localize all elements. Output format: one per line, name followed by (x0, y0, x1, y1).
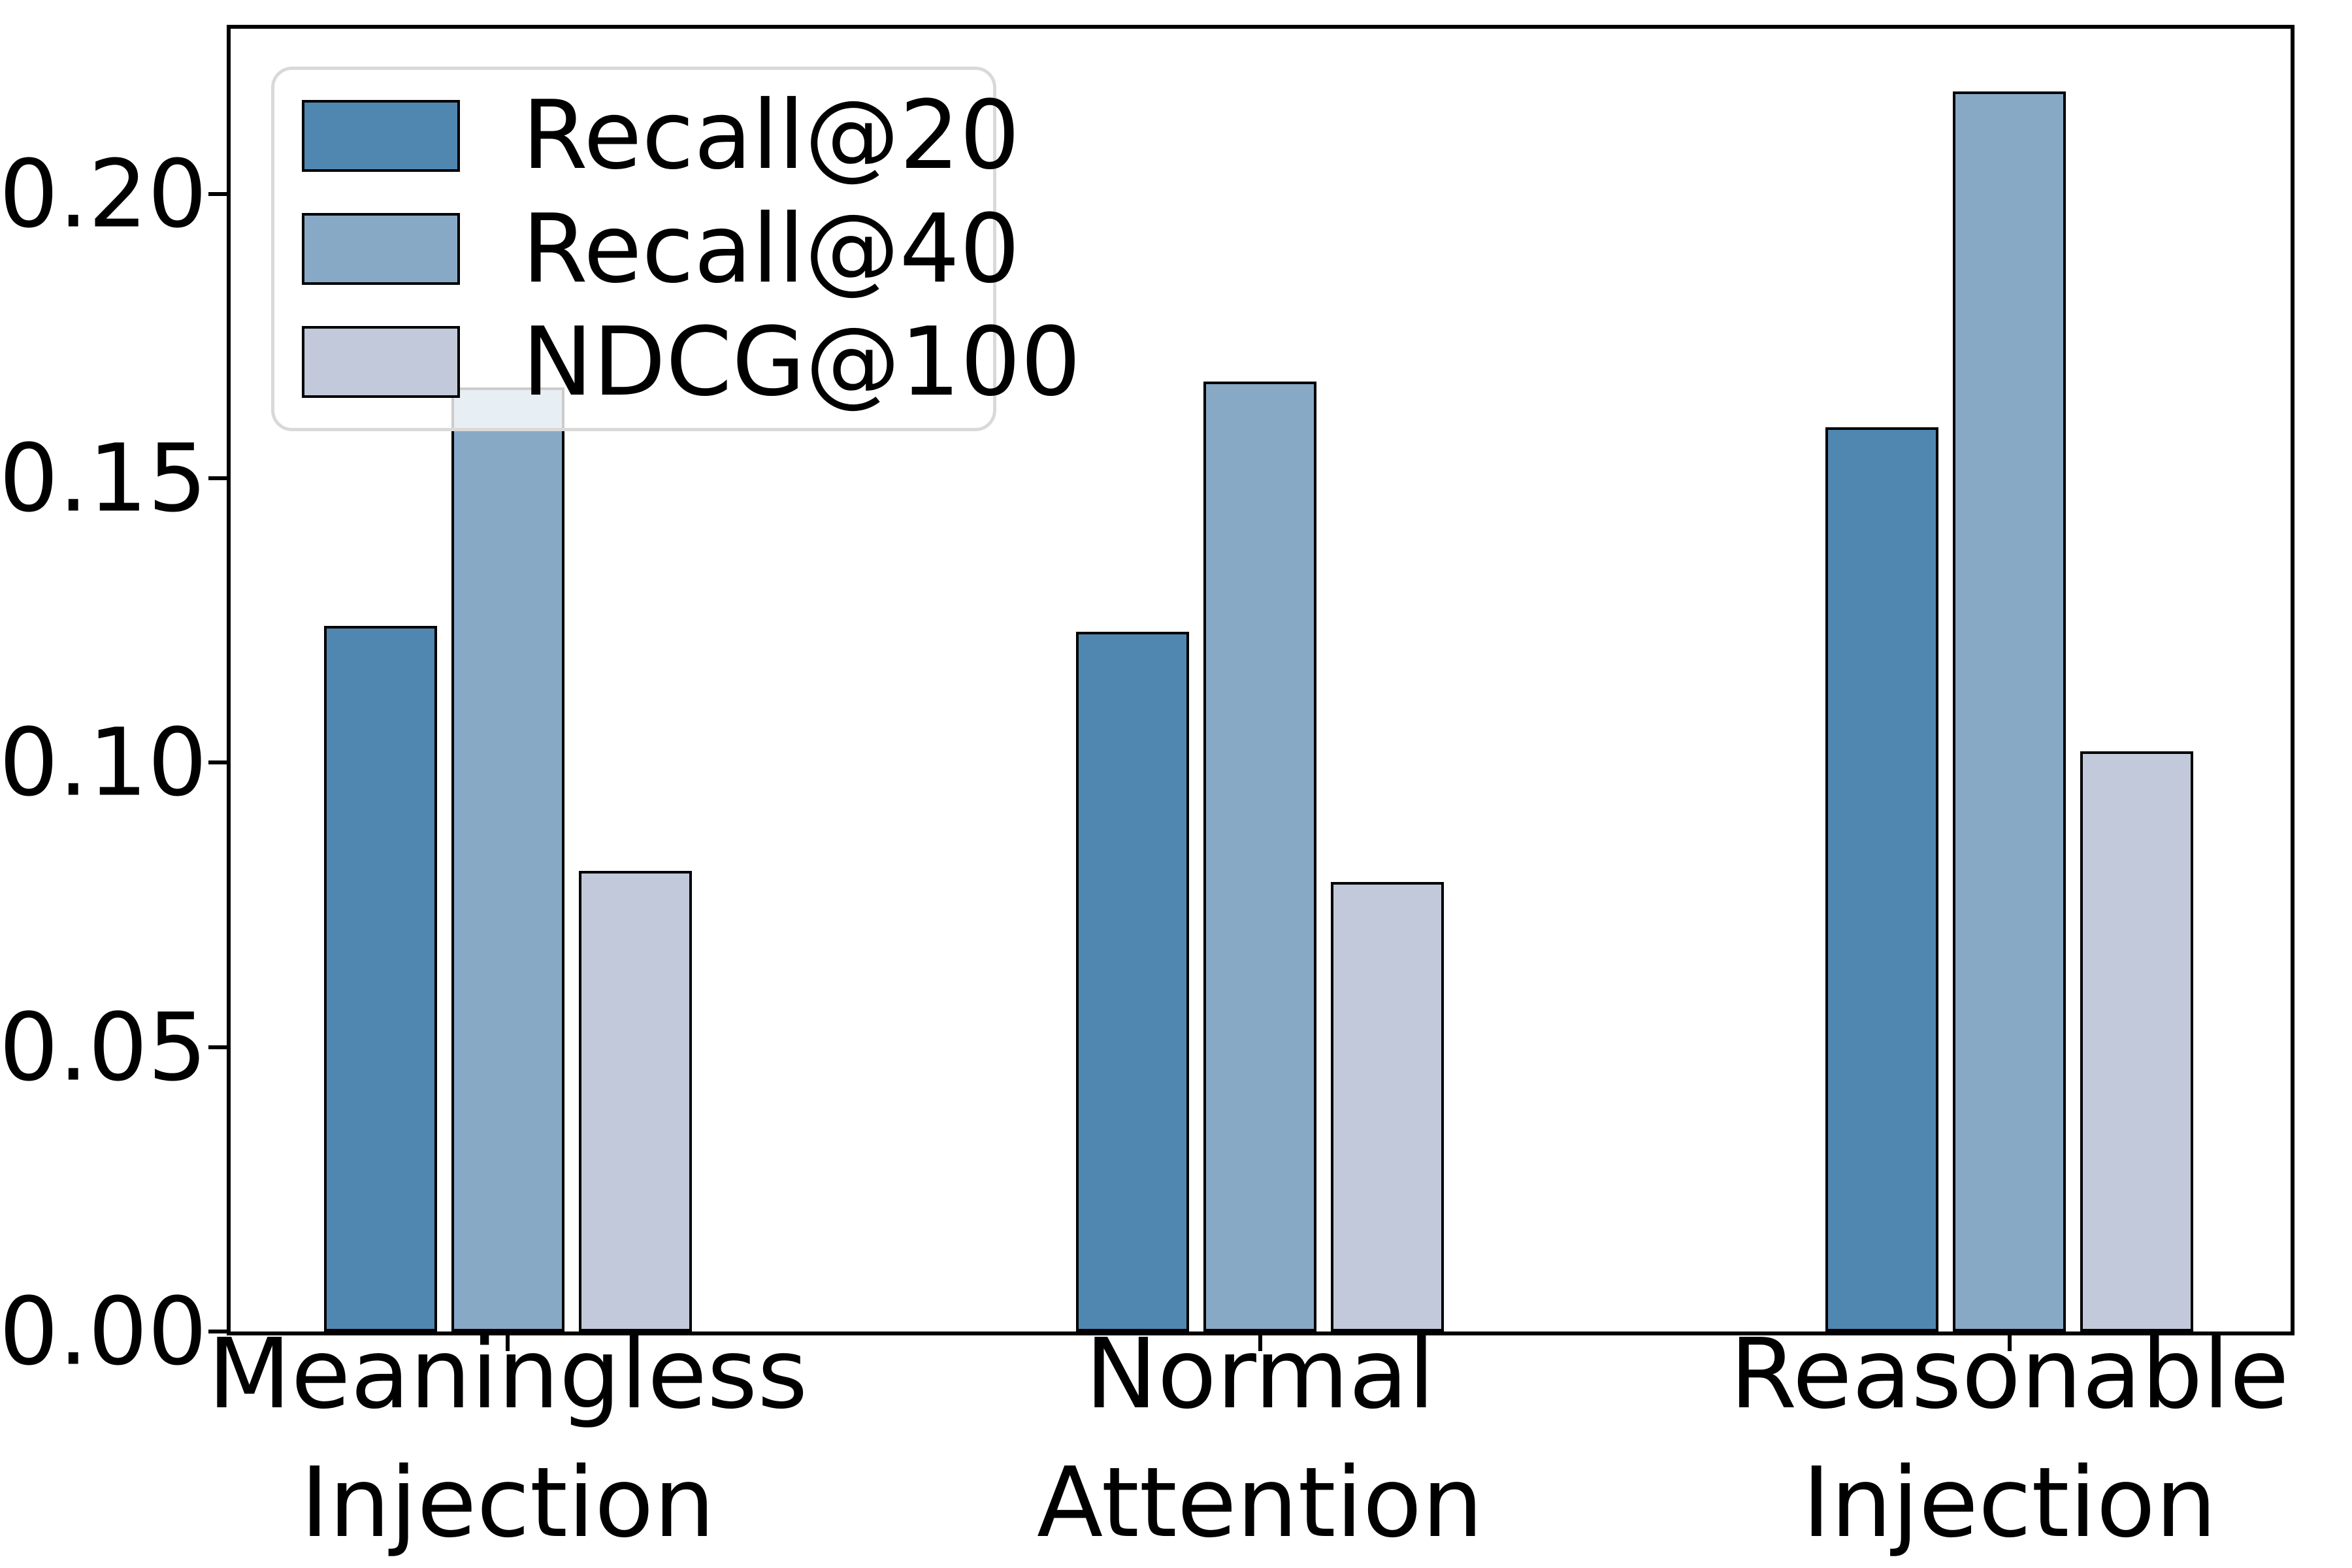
legend-item-ndcg-100: NDCG@100 (302, 315, 1081, 410)
legend: Recall@20 Recall@40 NDCG@100 (271, 67, 1081, 431)
bar-reasonable-injection-ndcg-100 (2080, 751, 2194, 1331)
y-tick-label-0.00: 0.00 (0, 1277, 207, 1386)
x-tick-label-reasonable-injection: Reasonable Injection (1729, 1318, 2289, 1559)
y-tick-mark-0.05 (208, 1045, 227, 1049)
bar-meaningless-injection-recall-40 (451, 387, 564, 1331)
x-tick-label-meaningless-injection: Meaningless Injection (207, 1318, 808, 1559)
bar-meaningless-injection-ndcg-100 (578, 871, 692, 1331)
plot-area: Recall@20 Recall@40 NDCG@100 (227, 25, 2295, 1335)
bar-normal-attention-recall-20 (1076, 632, 1190, 1331)
x-tick-mark-reasonable-injection (2007, 1335, 2012, 1351)
bar-normal-attention-recall-40 (1203, 382, 1317, 1331)
legend-label-recall-40: Recall@40 (522, 193, 1021, 304)
y-tick-mark-0.15 (208, 476, 227, 480)
y-tick-label-0.20: 0.20 (0, 139, 207, 248)
y-tick-label-0.10: 0.10 (0, 708, 207, 817)
y-tick-label-0.05: 0.05 (0, 992, 207, 1102)
legend-item-recall-20: Recall@20 (302, 88, 1020, 183)
y-tick-mark-0.10 (208, 760, 227, 765)
bar-normal-attention-ndcg-100 (1331, 882, 1445, 1331)
legend-label-recall-20: Recall@20 (522, 80, 1021, 191)
x-tick-mark-normal-attention (1258, 1335, 1262, 1351)
legend-swatch-recall-40-icon (302, 213, 460, 285)
x-tick-label-normal-attention: Normal Attention (1037, 1318, 1484, 1559)
legend-label-ndcg-100: NDCG@100 (522, 306, 1081, 417)
legend-swatch-recall-20-icon (302, 99, 460, 172)
x-tick-mark-meaningless-injection (506, 1335, 510, 1351)
bar-meaningless-injection-recall-20 (323, 626, 437, 1331)
y-tick-mark-0.20 (208, 191, 227, 196)
bar-reasonable-injection-recall-40 (1953, 91, 2066, 1331)
y-tick-mark-0.00 (208, 1330, 227, 1333)
y-tick-label-0.15: 0.15 (0, 423, 207, 533)
legend-item-recall-40: Recall@40 (302, 202, 1020, 297)
legend-swatch-ndcg-100-icon (302, 326, 460, 399)
bar-reasonable-injection-recall-20 (1825, 427, 1939, 1331)
